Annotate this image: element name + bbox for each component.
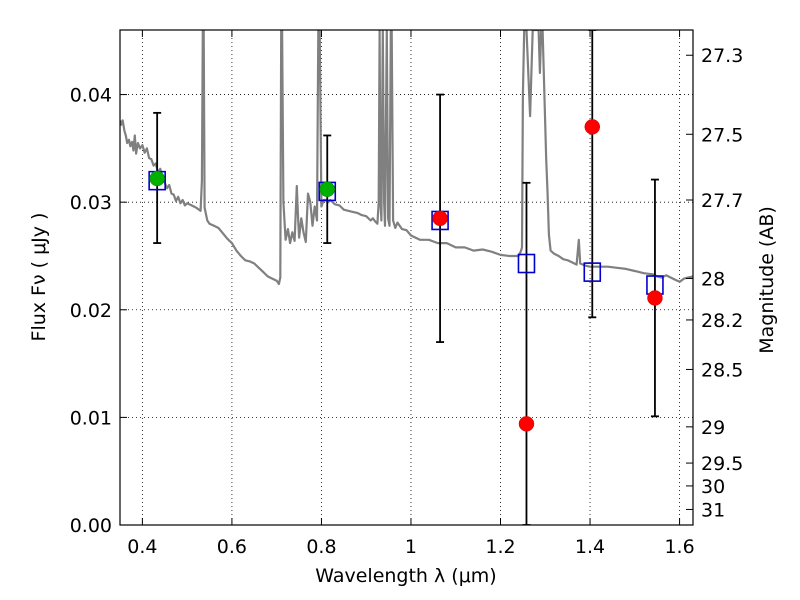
right-tick-label: 27.5: [701, 124, 743, 146]
right-axis-label: Magnitude (AB): [756, 206, 778, 354]
y-tick-label: 0.01: [70, 407, 112, 429]
x-axis-ticks: 0.4 0.6 0.8 1 1.2 1.4 1.6: [127, 30, 695, 558]
detection-point: [149, 170, 165, 187]
y-axis-ticks: 0.00 0.01 0.02 0.03 0.04: [70, 85, 127, 537]
x-tick-label: 1.4: [575, 536, 605, 558]
low-snr-point: [518, 416, 535, 432]
right-tick-label: 31: [701, 499, 725, 521]
x-tick-label: 0.8: [306, 536, 336, 558]
error-bars: [153, 30, 659, 525]
y-tick-label: 0.00: [70, 515, 112, 537]
right-tick-label: 29: [701, 417, 725, 439]
spectrum-series: [120, 30, 693, 286]
right-tick-label: 28: [701, 268, 725, 290]
model-flux-markers: [148, 170, 664, 295]
right-tick-label: 30: [701, 476, 725, 498]
observed-flux-markers: [149, 119, 663, 432]
detection-point: [319, 181, 336, 198]
x-tick-label: 1.2: [485, 536, 515, 558]
low-snr-point: [647, 290, 663, 306]
x-tick-label: 0.6: [217, 536, 247, 558]
right-tick-label: 29.5: [701, 453, 743, 475]
low-snr-point: [584, 119, 601, 135]
right-tick-label: 27.7: [701, 190, 743, 212]
y-axis-label: Flux Fν ( μJy ): [28, 213, 50, 342]
model-flux-square: [517, 253, 536, 274]
y-tick-label: 0.02: [70, 300, 112, 322]
x-tick-label: 0.4: [127, 536, 157, 558]
spectrum-line: [120, 30, 693, 286]
x-axis-label: Wavelength λ (μm): [315, 565, 496, 587]
x-tick-label: 1.6: [664, 536, 694, 558]
right-tick-label: 28.5: [701, 359, 743, 381]
y-tick-label: 0.03: [70, 192, 112, 214]
model-flux-square: [583, 262, 602, 282]
right-tick-label: 27.3: [701, 45, 743, 67]
right-tick-label: 28.2: [701, 310, 743, 332]
grid-lines: [120, 30, 693, 526]
plot-frame: [119, 29, 694, 526]
low-snr-point: [432, 210, 448, 227]
x-tick-label: 1: [405, 536, 417, 558]
y-tick-label: 0.04: [70, 85, 112, 107]
